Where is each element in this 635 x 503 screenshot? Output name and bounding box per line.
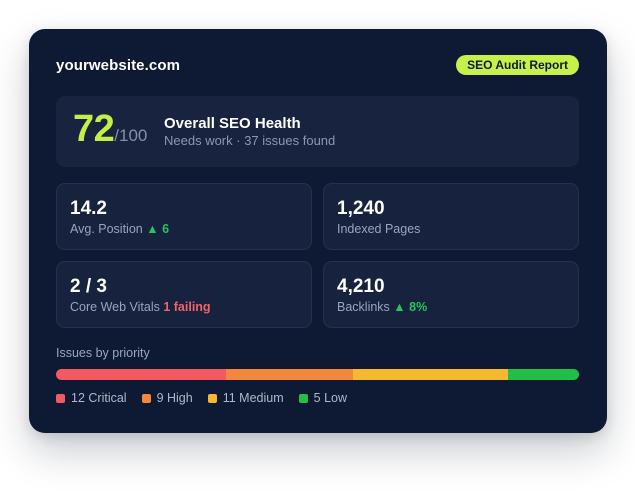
failing-indicator: 1 failing <box>163 300 211 314</box>
legend-swatch-critical <box>56 393 65 403</box>
trend-up-indicator: ▲ 6 <box>146 222 170 236</box>
issues-legend: 12 Critical 9 High 11 Medium 5 Low <box>56 391 362 405</box>
seo-report-card: yourwebsite.com SEO Audit Report 72/100 … <box>29 29 607 433</box>
stat-label-text: Backlinks <box>337 300 390 314</box>
site-title: yourwebsite.com <box>56 57 181 74</box>
bar-segment-medium <box>352 369 509 380</box>
stat-card-backlinks: 4,210 Backlinks ▲ 8% <box>323 261 579 328</box>
stat-label-text: Indexed Pages <box>337 222 421 236</box>
stat-card-avg-position: 14.2 Avg. Position ▲ 6 <box>56 183 312 250</box>
stat-label: Indexed Pages <box>337 222 420 236</box>
stat-value: 4,210 <box>337 276 385 297</box>
legend-swatch-high <box>141 393 151 403</box>
score-value: 72 <box>73 108 115 150</box>
bar-segment-high <box>225 369 353 380</box>
seo-health-panel: 72/100 Overall SEO Health Needs work · 3… <box>56 96 579 167</box>
bar-segment-low <box>508 369 579 380</box>
stat-value: 14.2 <box>70 198 107 219</box>
stat-label: Avg. Position ▲ 6 <box>70 222 169 236</box>
stat-label-text: Avg. Position <box>70 222 143 236</box>
legend-swatch-medium <box>207 393 217 403</box>
stat-label: Backlinks ▲ 8% <box>337 300 427 314</box>
stat-card-core-web-vitals: 2 / 3 Core Web Vitals 1 failing <box>56 261 312 328</box>
bar-segment-critical <box>56 369 226 380</box>
health-score: 72/100 <box>73 108 147 151</box>
legend-label: 5 Low <box>313 391 347 405</box>
health-subtitle: Needs work · 37 issues found <box>164 133 336 148</box>
legend-label: 9 High <box>156 391 193 405</box>
stat-value: 2 / 3 <box>70 276 107 297</box>
issues-title: Issues by priority <box>56 346 150 360</box>
score-max: /100 <box>114 126 148 145</box>
health-title: Overall SEO Health <box>164 115 301 132</box>
stat-card-indexed-pages: 1,240 Indexed Pages <box>323 183 579 250</box>
trend-up-indicator: ▲ 8% <box>393 300 428 314</box>
legend-label: 11 Medium <box>222 391 284 405</box>
legend-label: 12 Critical <box>71 391 127 405</box>
report-badge: SEO Audit Report <box>456 55 579 75</box>
stat-label: Core Web Vitals 1 failing <box>70 300 211 314</box>
legend-item-low: 5 Low <box>298 391 347 405</box>
legend-item-high: 9 High <box>141 391 193 405</box>
stat-label-text: Core Web Vitals <box>70 300 160 314</box>
issues-priority-bar <box>56 369 579 380</box>
stat-value: 1,240 <box>337 198 385 219</box>
legend-swatch-low <box>298 393 308 403</box>
legend-item-medium: 11 Medium <box>207 391 284 405</box>
legend-item-critical: 12 Critical <box>56 391 127 405</box>
